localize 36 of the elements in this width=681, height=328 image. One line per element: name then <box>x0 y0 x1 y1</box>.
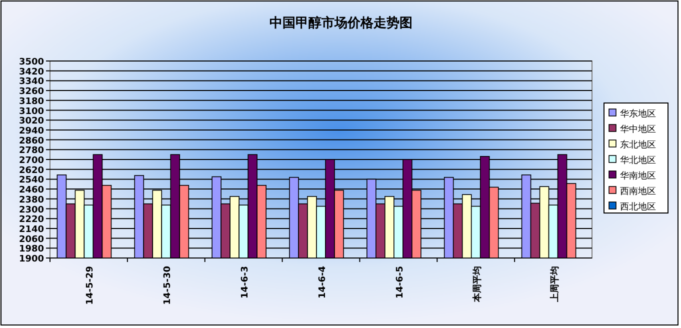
legend-label: 华北地区 <box>620 155 656 166</box>
x-tick-label: 上周平均 <box>549 266 560 303</box>
x-tick-label: 14-6-3 <box>240 266 251 299</box>
y-tick-label: 3260 <box>18 87 44 98</box>
y-tick-label: 3340 <box>18 77 44 88</box>
legend-label: 华南地区 <box>620 170 656 182</box>
y-tick-label: 3500 <box>18 58 44 68</box>
legend-label: 华中地区 <box>620 124 656 135</box>
x-tick-label: 14-6-5 <box>395 266 406 299</box>
legend-label: 东北地区 <box>620 140 656 150</box>
y-tick-label: 2700 <box>18 156 44 166</box>
y-tick-label: 2140 <box>18 224 44 235</box>
y-tick-label: 3420 <box>18 67 44 78</box>
y-tick-label: 2540 <box>18 176 44 186</box>
y-tick-label: 1980 <box>18 244 44 255</box>
y-tick-label: 3100 <box>18 106 44 117</box>
y-tick-label: 2300 <box>18 205 44 216</box>
y-tick-label: 1900 <box>18 254 44 264</box>
y-tick-label: 2060 <box>18 234 44 245</box>
legend-label: 华东地区 <box>620 108 656 120</box>
y-tick-label: 2380 <box>18 195 44 206</box>
y-tick-label: 3020 <box>18 116 44 127</box>
legend-label: 西北地区 <box>620 202 656 212</box>
x-tick-label: 14-5-29 <box>86 266 96 305</box>
y-tick-label: 3180 <box>18 96 44 107</box>
y-tick-label: 2860 <box>18 136 44 146</box>
chart-title: 中国甲醇市场价格走势图 <box>270 15 412 31</box>
x-tick-label: 14-6-4 <box>318 266 328 299</box>
x-tick-label: 本周平均 <box>472 266 483 303</box>
y-tick-label: 2620 <box>18 166 44 176</box>
legend-label: 西南地区 <box>620 186 656 197</box>
y-tick-label: 2780 <box>18 146 44 156</box>
x-tick-label: 14-5-30 <box>163 266 174 305</box>
y-tick-label: 2940 <box>18 126 44 136</box>
y-tick-label: 2220 <box>18 215 44 226</box>
y-tick-label: 2460 <box>18 186 44 196</box>
